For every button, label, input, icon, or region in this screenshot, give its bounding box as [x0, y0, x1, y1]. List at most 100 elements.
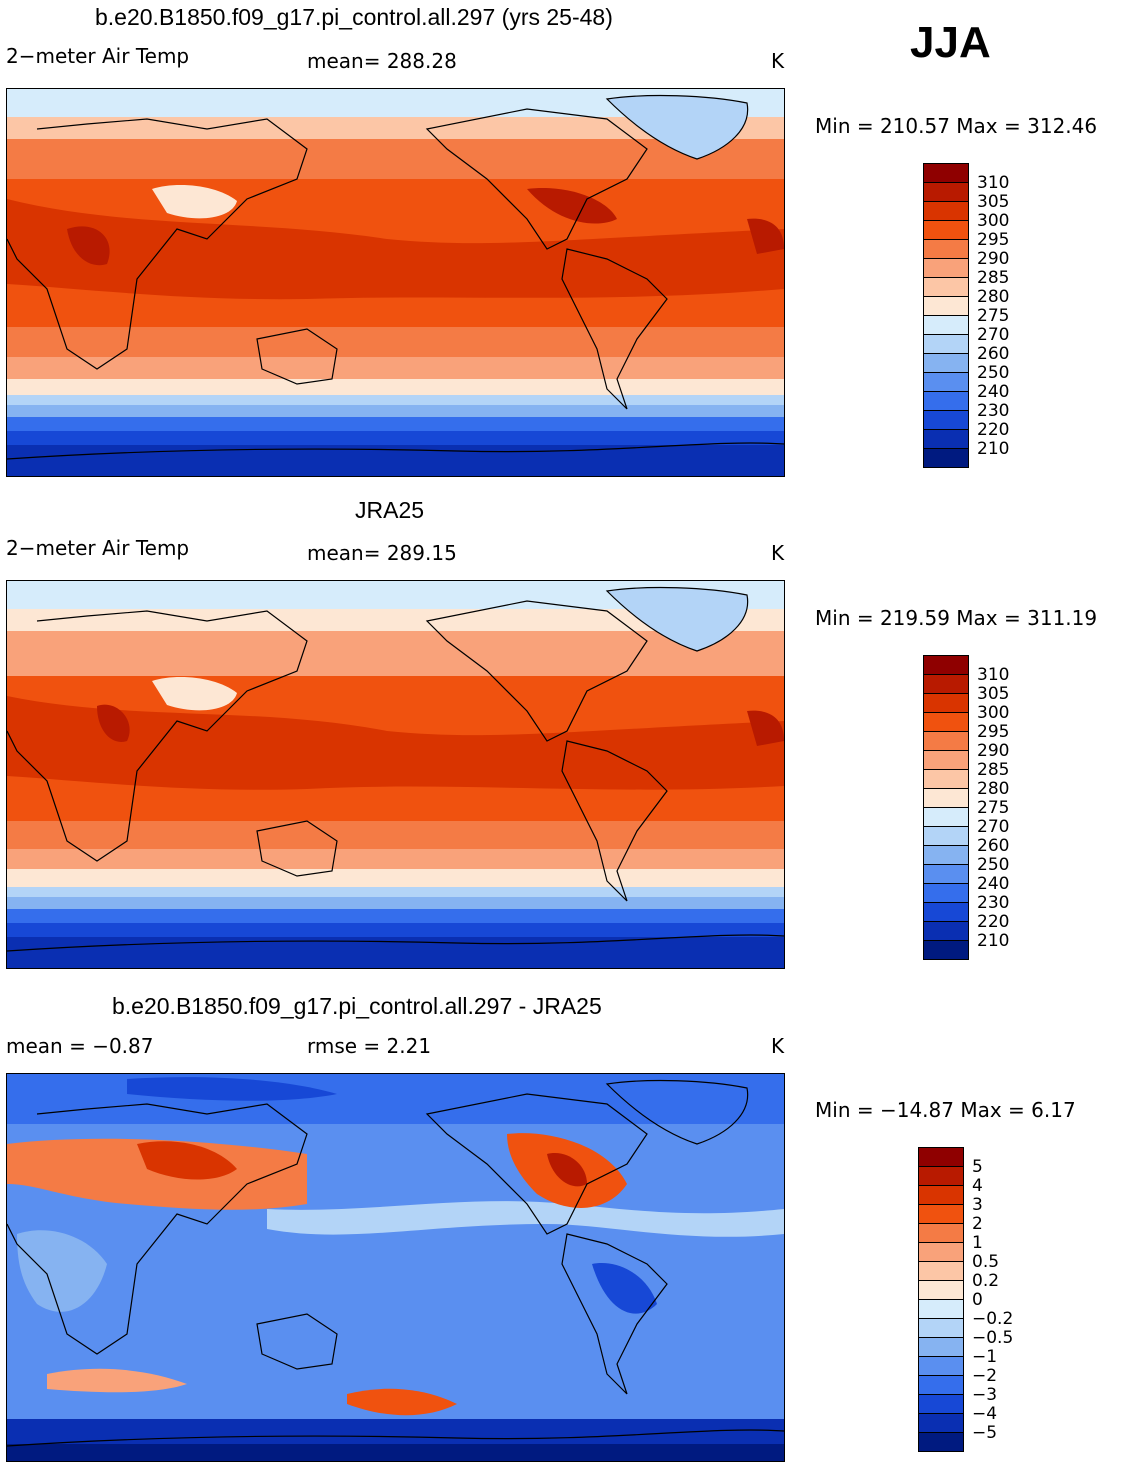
panel1-colorbar-label: 270	[977, 325, 1010, 345]
panel2-temperature-field	[7, 581, 784, 968]
panel2-colorbar-label: 220	[977, 912, 1010, 932]
panel2-colorbar-label: 280	[977, 779, 1010, 799]
panel2-colorbar-label: 275	[977, 798, 1010, 818]
panel2-colorbar-label: 260	[977, 836, 1010, 856]
panel2-variable-label: 2−meter Air Temp	[6, 536, 190, 560]
panel2-colorbar-box	[923, 674, 969, 694]
panel2-units: K	[771, 541, 785, 565]
panel2-colorbar-box	[923, 902, 969, 922]
panel3-colorbar-frame	[918, 1147, 964, 1452]
panel2-colorbar-box	[923, 921, 969, 941]
panel2-colorbar-label: 250	[977, 855, 1010, 875]
panel3-colorbar-label: 0.5	[972, 1252, 1000, 1272]
panel1-colorbar-box	[923, 201, 969, 221]
panel3-colorbar-label: −0.5	[972, 1328, 1014, 1348]
panel3-colorbar-label: 0	[972, 1290, 983, 1310]
panel3-colorbar-box	[918, 1185, 964, 1205]
panel2-map	[6, 580, 785, 969]
panel3-colorbar-box	[918, 1413, 964, 1433]
panel3-map	[6, 1073, 785, 1462]
panel3-colorbar-box	[918, 1261, 964, 1281]
panel2-colorbar-label: 290	[977, 741, 1010, 761]
panel2-colorbar-label: 210	[977, 931, 1010, 951]
panel1-colorbar-label: 240	[977, 382, 1010, 402]
panel3-colorbar-label: −2	[972, 1366, 998, 1386]
panel1-map	[6, 88, 785, 477]
panel1-colorbar-label: 220	[977, 420, 1010, 440]
panel2-colorbar-box	[923, 940, 969, 960]
panel1-colorbar-box	[923, 372, 969, 392]
panel1-variable-label: 2−meter Air Temp	[6, 44, 190, 68]
panel3-colorbar-label: 0.2	[972, 1271, 1000, 1291]
panel1-colorbar-label: 295	[977, 230, 1010, 250]
panel3-colorbar-box	[918, 1356, 964, 1376]
panel2-colorbar-box	[923, 807, 969, 827]
panel2-colorbar-box	[923, 750, 969, 770]
panel3-colorbar-box	[918, 1280, 964, 1300]
panel1-colorbar-label: 250	[977, 363, 1010, 383]
panel2-colorbar-label: 285	[977, 760, 1010, 780]
panel2-colorbar-label: 305	[977, 684, 1010, 704]
panel1-colorbar-box	[923, 334, 969, 354]
panel1-colorbar-label: 285	[977, 268, 1010, 288]
panel3-colorbar-label: 3	[972, 1195, 983, 1215]
panel2-mean-label: mean= 289.15	[307, 541, 457, 565]
panel1-colorbar-box	[923, 315, 969, 335]
panel2-title: JRA25	[355, 497, 425, 523]
panel3-colorbar-label: −1	[972, 1347, 998, 1367]
panel1-colorbar-frame	[923, 163, 969, 468]
panel1-colorbar-box	[923, 410, 969, 430]
panel1-colorbar-label: 300	[977, 211, 1010, 231]
panel3-units: K	[771, 1034, 785, 1058]
panel2-colorbar-label: 230	[977, 893, 1010, 913]
panel2-colorbar-box	[923, 883, 969, 903]
panel3-colorbar-label: 2	[972, 1214, 983, 1234]
panel3-colorbar-box	[918, 1299, 964, 1319]
panel2-colorbar-box	[923, 845, 969, 865]
panel3-colorbar-box	[918, 1375, 964, 1395]
panel1-colorbar-box	[923, 258, 969, 278]
panel3-colorbar-box	[918, 1318, 964, 1338]
panel3-minmax: Min = −14.87 Max = 6.17	[815, 1098, 1076, 1122]
panel1-temperature-field	[7, 89, 784, 476]
panel1-units: K	[771, 49, 785, 73]
panel1-minmax: Min = 210.57 Max = 312.46	[815, 114, 1098, 138]
panel1-colorbar-box	[923, 353, 969, 373]
panel2-colorbar-box	[923, 769, 969, 789]
panel2-colorbar-box	[923, 864, 969, 884]
panel3-mean-label: mean = −0.87	[6, 1034, 154, 1058]
panel3-colorbar-box	[918, 1432, 964, 1452]
panel2-colorbar-box	[923, 788, 969, 808]
panel3-colorbar-label: −5	[972, 1423, 998, 1443]
panel3-title: b.e20.B1850.f09_g17.pi_control.all.297 -…	[112, 993, 602, 1019]
panel3-colorbar-box	[918, 1337, 964, 1357]
panel1-colorbar-box	[923, 220, 969, 240]
panel2-minmax: Min = 219.59 Max = 311.19	[815, 606, 1098, 630]
panel3-colorbar-label: −4	[972, 1404, 998, 1424]
panel1-mean-label: mean= 288.28	[307, 49, 457, 73]
panel2-colorbar-label: 310	[977, 665, 1010, 685]
panel1-colorbar-label: 230	[977, 401, 1010, 421]
season-label: JJA	[910, 18, 991, 67]
panel3-rmse-label: rmse = 2.21	[307, 1034, 432, 1058]
panel1-colorbar-box	[923, 182, 969, 202]
panel1-colorbar-label: 310	[977, 173, 1010, 193]
panel3-colorbar-label: 4	[972, 1176, 983, 1196]
panel1-colorbar-label: 290	[977, 249, 1010, 269]
panel3-colorbar-label: 5	[972, 1157, 983, 1177]
panel1-title: b.e20.B1850.f09_g17.pi_control.all.297 (…	[95, 4, 613, 30]
panel2-colorbar-box	[923, 712, 969, 732]
panel1-colorbar-label: 280	[977, 287, 1010, 307]
panel2-colorbar-label: 300	[977, 703, 1010, 723]
panel1-colorbar-box	[923, 239, 969, 259]
panel2-colorbar-box	[923, 826, 969, 846]
panel3-colorbar-box	[918, 1223, 964, 1243]
panel3-colorbar-label: −3	[972, 1385, 998, 1405]
panel2-colorbar-label: 295	[977, 722, 1010, 742]
panel2-colorbar-frame	[923, 655, 969, 960]
panel2-colorbar-box	[923, 731, 969, 751]
panel1-colorbar-label: 210	[977, 439, 1010, 459]
panel3-colorbar-box	[918, 1242, 964, 1262]
panel1-colorbar-box	[923, 277, 969, 297]
panel3-difference-field	[7, 1074, 784, 1461]
